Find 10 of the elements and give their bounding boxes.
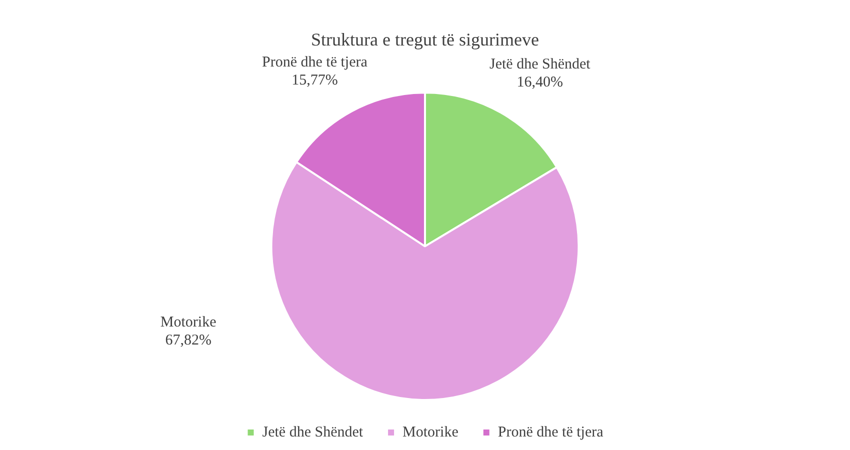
legend-label: Jetë dhe Shëndet [262, 424, 364, 440]
data-label: 15,77% [292, 72, 338, 88]
slice-label: Jetë dhe Shëndet [490, 56, 592, 72]
data-label: 16,40% [516, 74, 564, 90]
legend-label: Motorike [402, 424, 459, 440]
chart-title: Struktura e tregut të sigurimeve [311, 30, 539, 50]
legend-label: Pronë dhe të tjera [498, 424, 604, 440]
slice-label: Pronë dhe të tjera [262, 54, 368, 70]
data-label: 67,82% [165, 332, 212, 348]
slice-label: Motorike [160, 314, 217, 330]
